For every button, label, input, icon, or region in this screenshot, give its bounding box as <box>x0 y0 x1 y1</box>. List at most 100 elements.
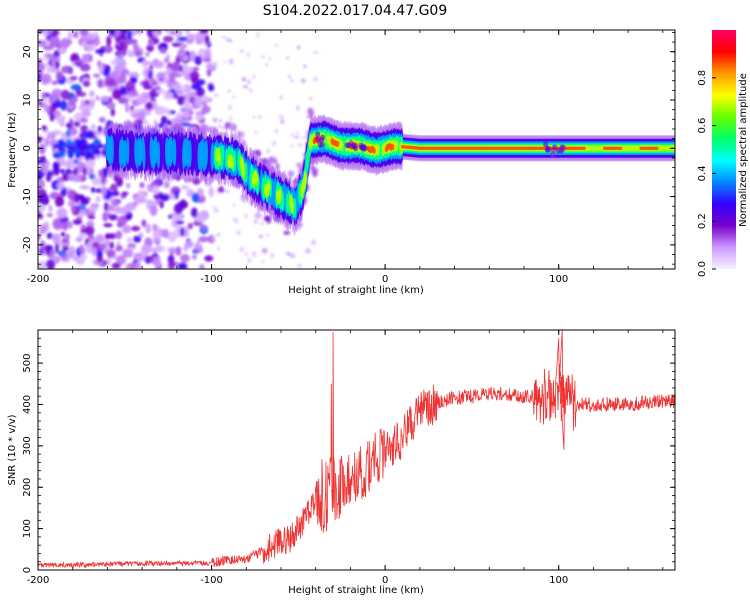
noise-blob <box>297 143 303 147</box>
noise-blob <box>166 110 171 116</box>
noise-blob <box>257 115 262 119</box>
colorbar-tick-label: 0.0 <box>697 261 708 277</box>
noise-blob <box>291 133 295 138</box>
noise-blob <box>64 160 73 168</box>
noise-blob <box>201 225 207 231</box>
noise-blob <box>182 83 192 94</box>
noise-blob <box>121 191 129 196</box>
noise-blob <box>65 139 72 146</box>
noise-blob <box>41 163 48 174</box>
band-segment <box>290 201 294 215</box>
noise-blob <box>112 206 124 214</box>
noise-blob <box>98 116 106 123</box>
band-segment <box>188 139 192 168</box>
noise-blob <box>160 194 170 202</box>
colorbar: 0.00.20.40.60.8 Normalized spectral ampl… <box>697 30 749 277</box>
band-segment <box>110 136 114 165</box>
band-feature <box>559 147 565 154</box>
x-tick-label: -200 <box>27 575 50 586</box>
noise-blob <box>109 190 120 197</box>
noise-blob <box>84 225 95 236</box>
noise-blob <box>232 95 236 99</box>
noise-blob <box>167 260 176 269</box>
noise-blob <box>312 169 318 178</box>
noise-blob <box>144 245 153 254</box>
y-tick-label: 0 <box>22 145 33 151</box>
noise-blob <box>46 232 53 240</box>
spectrogram-marks <box>38 30 675 269</box>
noise-blob <box>118 40 125 51</box>
noise-blob <box>286 56 290 60</box>
noise-blob <box>103 67 111 77</box>
noise-blob <box>241 77 247 82</box>
snr-line <box>38 330 675 569</box>
noise-blob <box>65 122 72 128</box>
noise-blob <box>247 257 252 264</box>
noise-blob <box>228 58 234 65</box>
noise-blob <box>57 151 66 158</box>
noise-blob <box>198 246 204 254</box>
band-feature <box>315 131 321 138</box>
noise-blob <box>229 116 233 122</box>
noise-blob <box>239 49 245 53</box>
noise-blob <box>287 170 295 177</box>
noise-blob <box>65 233 70 241</box>
x-tick-label: -100 <box>200 575 223 586</box>
noise-blob <box>41 125 48 131</box>
noise-blob <box>78 91 87 97</box>
noise-blob <box>51 233 61 244</box>
noise-blob <box>254 212 262 219</box>
noise-blob <box>68 98 76 107</box>
noise-blob <box>89 98 95 107</box>
noise-blob <box>152 238 161 244</box>
noise-blob <box>145 223 152 234</box>
noise-blob <box>222 36 227 39</box>
band-segment <box>156 141 161 169</box>
noise-blob <box>67 30 73 41</box>
band-segment <box>255 172 259 186</box>
noise-blob <box>124 101 130 113</box>
noise-blob <box>79 117 89 124</box>
noise-blob <box>217 124 223 129</box>
noise-blob <box>286 252 291 256</box>
noise-blob <box>153 256 161 268</box>
band-segment <box>242 165 246 179</box>
noise-blob <box>179 227 185 237</box>
noise-blob <box>226 38 231 42</box>
noise-blob <box>106 80 117 85</box>
noise-blob <box>38 169 44 181</box>
noise-blob <box>280 118 285 125</box>
noise-blob <box>117 215 128 227</box>
noise-blob <box>283 230 291 235</box>
noise-blob <box>232 217 238 222</box>
noise-blob <box>190 207 198 218</box>
noise-blob <box>152 229 162 241</box>
band-feature <box>550 151 556 158</box>
noise-blob <box>194 32 206 43</box>
noise-blob <box>265 148 271 154</box>
noise-blob <box>70 205 76 213</box>
noise-blob <box>198 236 209 243</box>
noise-blob <box>253 131 259 134</box>
noise-blob <box>187 222 194 228</box>
noise-blob <box>75 151 81 159</box>
noise-blob <box>54 196 65 208</box>
noise-blob <box>239 246 245 253</box>
band-segment <box>619 146 623 150</box>
snr-y-label: SNR (10 * v/v) <box>7 414 18 485</box>
noise-blob <box>279 95 283 100</box>
noise-blob <box>53 30 59 38</box>
noise-blob <box>278 115 285 119</box>
noise-blob <box>85 130 95 139</box>
noise-blob <box>312 51 319 54</box>
band-segment <box>160 132 164 171</box>
band-segment <box>280 190 285 212</box>
noise-blob <box>294 135 300 139</box>
noise-blob <box>125 263 130 269</box>
noise-blob <box>166 119 173 126</box>
noise-blob <box>72 167 79 176</box>
noise-blob <box>77 194 85 200</box>
noise-blob <box>146 44 154 52</box>
noise-blob <box>175 246 182 257</box>
noise-blob <box>40 73 52 84</box>
